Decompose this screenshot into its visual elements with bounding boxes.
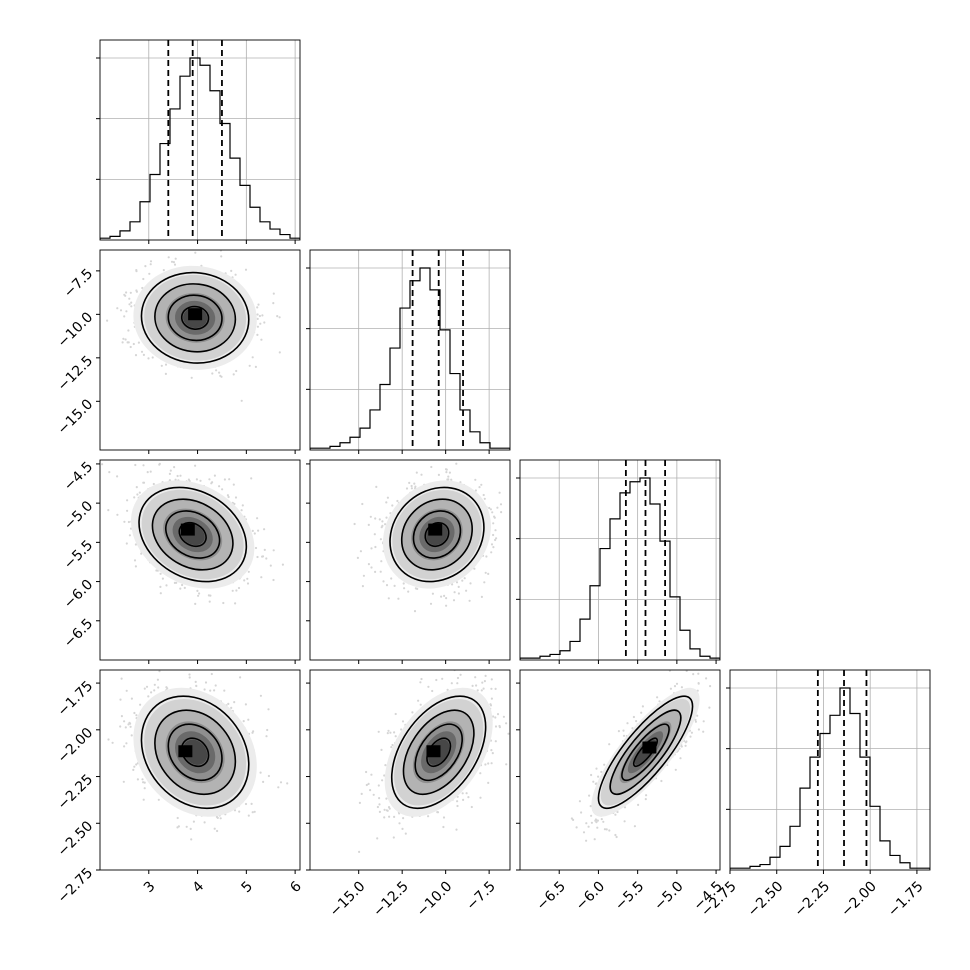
y-tick-label: −15.0 [55,396,97,438]
contour-line [609,709,682,796]
panel-content [353,462,503,613]
contour-line [414,723,463,782]
x-tick-label: −10.0 [414,878,456,920]
density-peak [188,308,203,321]
scatter-panel-2-1 [306,459,511,664]
contour-line [180,305,210,330]
scatter-panel-1-0 [96,249,301,454]
contour-line [389,486,485,583]
contour-line [167,294,223,342]
panel-frame [519,669,721,871]
y-tick-label: −4.5 [61,459,96,494]
contour-line [138,486,248,583]
contour-line [151,498,234,571]
scatter-panel-3-0 [96,669,301,874]
panel-content [107,670,289,841]
histogram-panel-0 [96,39,301,244]
panel-frame [309,249,511,451]
contour-line [167,723,223,782]
contour-line [412,510,462,559]
x-tick-label: −5.0 [651,878,686,913]
x-tick-label: −1.75 [885,878,927,920]
histogram-panel-2 [516,459,721,664]
y-tick-label: −12.5 [55,353,97,395]
x-tick-label: 4 [190,878,208,896]
contour-line [154,283,237,353]
histogram-series [310,267,510,450]
x-tick-label: 3 [141,878,159,896]
panel-frame [99,249,301,451]
contour-line [424,521,450,548]
contour-line [632,737,659,768]
contour-line [180,737,210,768]
contour-line [165,510,221,559]
contour-line [154,709,237,796]
scatter-panel-2-0 [96,459,301,664]
panel-frame [309,669,511,871]
x-tick-label: −5.5 [612,878,647,913]
y-tick-label: −2.00 [55,725,97,767]
y-tick-label: −2.25 [55,772,97,814]
x-tick-label: −2.00 [838,878,880,920]
contour-line [178,521,207,548]
contour-line [400,498,473,571]
panel-frame [99,39,301,241]
histogram-series [100,57,300,240]
x-tick-label: −12.5 [370,878,412,920]
panel-frame [309,459,511,661]
y-tick-label: −2.50 [55,818,97,860]
panel-frame [729,669,931,871]
contour-line [140,271,250,364]
y-tick-label: −6.0 [61,577,96,612]
panel-frame [519,459,721,661]
panel-content [101,462,285,605]
y-tick-label: −7.5 [61,266,96,301]
contour-line [402,709,475,796]
y-tick-label: −10.0 [55,309,97,351]
histogram-panel-1 [306,249,511,454]
contour-line [140,695,250,810]
y-tick-label: −2.75 [55,865,97,907]
y-tick-label: −5.0 [61,498,96,533]
contour-line [621,723,670,782]
histogram-series [730,687,930,870]
y-tick-label: −5.5 [61,537,96,572]
x-tick-label: −15.0 [327,878,369,920]
scatter-panel-3-1 [306,669,511,874]
scatter-panel-3-2 [516,669,721,874]
x-tick-label: −7.5 [464,878,499,913]
histogram-panel-3 [726,669,931,874]
x-tick-label: 6 [287,878,305,896]
density-peak [178,745,193,758]
panel-content [570,670,712,842]
density-peak [428,523,443,536]
contour-line [426,737,452,768]
x-tick-label: −6.0 [573,878,608,913]
panel-frame [99,669,301,871]
x-tick-label: −6.5 [534,878,569,913]
x-tick-label: −2.50 [745,878,787,920]
panel-content [358,670,510,853]
y-tick-label: −1.75 [55,678,97,720]
y-tick-label: −6.5 [61,616,96,651]
contour-line [597,695,694,810]
contour-line [390,695,487,810]
panel-frame [99,459,301,661]
panel-content [106,250,281,402]
x-tick-label: 5 [238,878,256,896]
histogram-series [520,477,720,660]
x-tick-label: −2.25 [792,878,834,920]
density-peak [180,523,195,536]
